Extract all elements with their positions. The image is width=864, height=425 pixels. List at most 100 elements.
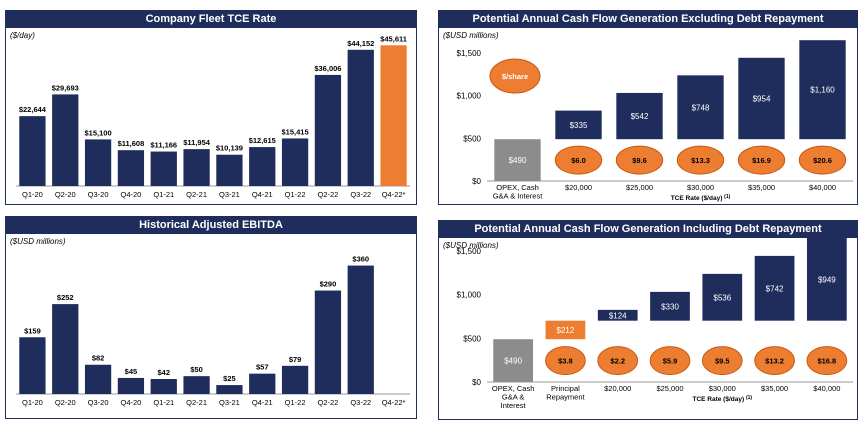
cf_in-tick-label: $35,000 [761,384,788,393]
cf_in-bubble [545,346,586,376]
tce-tick-label: Q4-20 [120,190,141,199]
cf_ex-ytick-label: $0 [472,177,481,186]
ebitda-tick-label: Q3-20 [88,398,109,407]
tce-data-label: $12,615 [249,136,276,145]
tce-tick-label: Q1-22 [285,190,306,199]
tce-bar [183,149,210,186]
tce-bar [249,147,276,186]
ebitda-tick-label: Q1-20 [22,398,43,407]
tce-bar [216,154,243,186]
tce-data-label: $45,611 [380,34,407,43]
tce-data-label: $11,166 [150,141,177,150]
cf_in-bubble-label: $5.9 [663,357,678,366]
cf_ex-tick-label: $35,000 [748,183,775,192]
cf_ex-bar [677,75,724,140]
tce-data-label: $15,100 [85,128,112,137]
tce-tick-label: Q3-22 [350,190,371,199]
tce-data-label: $10,139 [216,144,243,153]
tce-data-label: $15,415 [282,127,309,136]
tce-title: Company Fleet TCE Rate [6,11,416,28]
cf_ex-data-label: $335 [570,121,588,130]
cf_in-xlabel: TCE Rate ($/day) (1) [692,395,752,403]
tce-data-label: $29,693 [52,83,79,92]
cf_in-principal-bar [545,320,586,340]
ebitda-tick-label: Q3-21 [219,398,240,407]
ebitda-data-label: $50 [190,365,203,374]
cf_ex-xlabel: TCE Rate ($/day) (1) [671,194,731,202]
cf_ex-bubble [737,145,786,175]
tce-data-label: $44,152 [347,39,374,48]
cf-ex-unit-label: ($USD millions) [443,31,499,40]
cf_ex-base-label: $490 [509,156,527,165]
ebitda-bar [314,290,342,394]
cf_ex-tick-label: $25,000 [626,183,653,192]
cf_in-tick-label: $30,000 [709,384,736,393]
cf_in-bubble-label: $16.8 [817,357,836,366]
cf-in-unit-label: ($USD millions) [443,241,499,250]
cf_in-bar [702,273,743,321]
tce-data-label: $11,954 [183,138,211,147]
cf_in-data-label: $949 [818,275,836,284]
tce-bar [281,138,309,186]
ebitda-tick-label: Q3-22 [350,398,371,407]
cf_ex-base-bar [494,139,541,181]
ebitda-tick-label: Q2-21 [186,398,207,407]
ebitda-data-label: $159 [24,326,41,335]
ebitda-tick-label: Q2-20 [55,398,76,407]
tce-tick-label: Q3-20 [88,190,109,199]
ebitda-bar [347,265,374,394]
cf_in-bubble-label: $9.5 [715,357,730,366]
cf_ex-tick-label: $30,000 [687,183,714,192]
tce-bar [19,116,46,186]
cf_ex-bar [799,40,846,140]
cf_in-data-label: $124 [609,311,627,320]
ebitda-bar [117,377,145,394]
ebitda-data-label: $57 [256,363,269,372]
ebitda-tick-label: Q4-22* [382,398,406,407]
tce-data-label: $22,644 [19,105,47,114]
cf_in-ytick-label: $500 [463,334,481,343]
cf_ex-bubble [615,145,664,175]
tce-panel: Company Fleet TCE Rate ($/day) $22,644 Q1… [5,10,417,205]
ebitda-tick-label: Q4-20 [120,398,141,407]
ebitda-title: Historical Adjusted EBITDA [6,217,416,234]
cf_in-bar [597,309,638,321]
tce-bar [314,74,342,186]
ebitda-bar [52,304,79,394]
cf_ex-ytick-label: $1,500 [457,49,482,58]
ebitda-tick-label: Q1-22 [285,398,306,407]
cf_ex-tick-label: $40,000 [809,183,836,192]
ebitda-data-label: $290 [320,280,337,289]
cf_ex-data-label: $748 [692,103,710,112]
ebitda-bar [281,365,309,394]
tce-tick-label: Q4-21 [252,190,273,199]
ebitda-bar [84,364,112,394]
cf_in-tick-label: $40,000 [813,384,840,393]
cf_ex-tick-label: $20,000 [565,183,592,192]
tce-data-label: $11,608 [118,139,145,148]
cf_in-bar [806,237,847,321]
cf_in-tick-label: $25,000 [656,384,683,393]
cf_ex-legend-bubble [489,58,541,94]
tce-tick-label: Q3-21 [219,190,240,199]
cf_in-ytick-label: $1,500 [457,247,482,256]
cf_in-tick-label: $20,000 [604,384,631,393]
tce-unit-label: ($/day) [10,31,35,40]
cf_ex-ytick-label: $1,000 [457,92,482,101]
ebitda-data-label: $252 [57,293,74,302]
tce-bar [380,45,407,186]
tce-bar [84,139,112,186]
tce-tick-label: Q1-20 [22,190,43,199]
tce-bar [117,150,145,186]
cf_in-base-bar [493,339,534,382]
cf_in-data-label: $330 [661,302,679,311]
tce-chart: $22,644 Q1-20 $29,693 Q2-20 $15,100 Q3-20 $11,… [16,34,410,199]
cf_ex-bar [555,110,602,140]
ebitda-tick-label: Q1-21 [153,398,174,407]
cf_in-bubble [806,346,848,376]
cf_in-bubble [649,346,691,376]
cf-in-title: Potential Annual Cash Flow Generation In… [439,221,857,238]
ebitda-panel: Historical Adjusted EBITDA ($USD million… [5,216,417,419]
cf_in-base-label: $490 [504,357,522,366]
ebitda-data-label: $42 [157,368,170,377]
